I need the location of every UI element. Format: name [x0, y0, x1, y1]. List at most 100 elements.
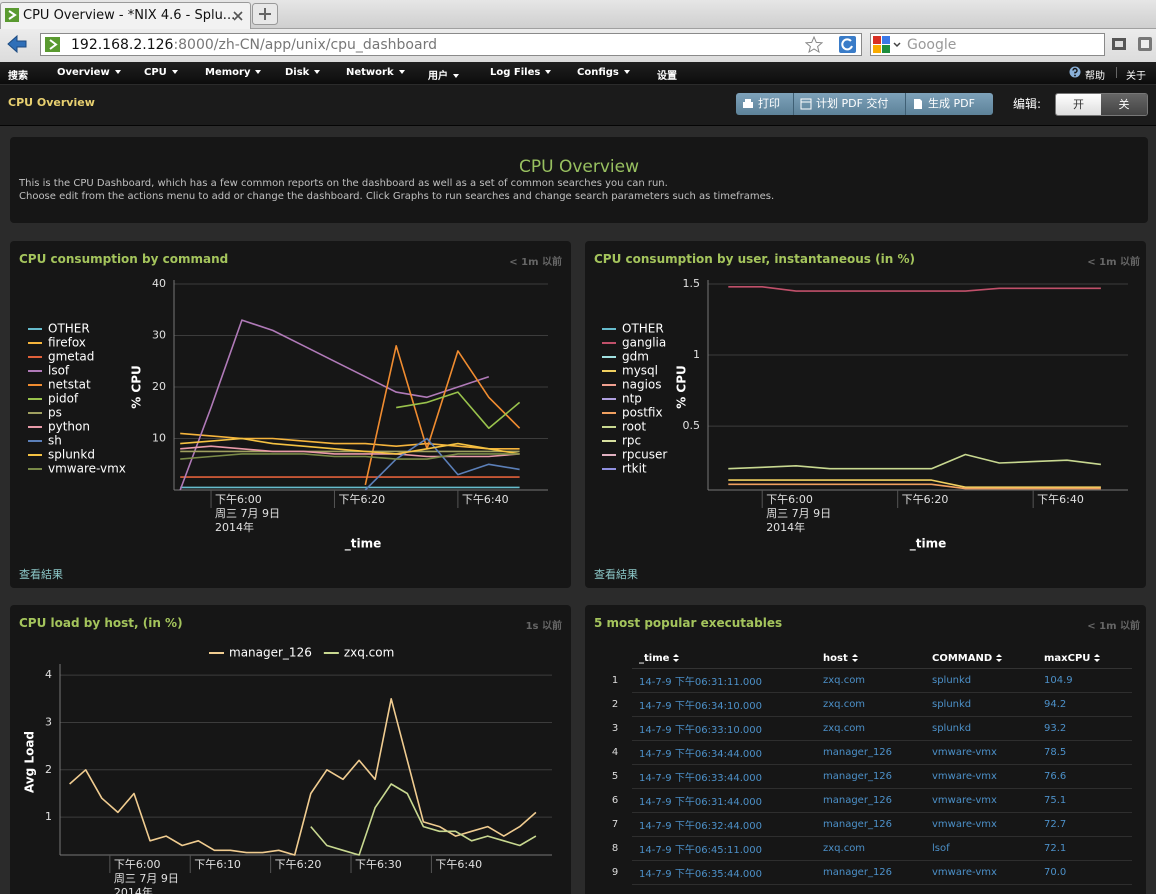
button-label: 计划 PDF 交付: [816, 97, 889, 110]
column-header[interactable]: maxCPU: [1037, 648, 1132, 669]
panel: CPU consumption by user, instantaneous (…: [585, 241, 1146, 588]
toggle-on[interactable]: 开: [1056, 94, 1101, 115]
table-cell: manager_126: [816, 812, 925, 837]
table-cell: zxq.com: [816, 716, 925, 741]
nav-item[interactable]: Overview: [57, 67, 121, 78]
column-label: maxCPU: [1044, 652, 1091, 664]
table-cell: 72.1: [1037, 836, 1132, 861]
address-bar[interactable]: 192.168.2.126 :8000/zh-CN/app/unix/cpu_d…: [40, 33, 862, 56]
doc-icon: [914, 99, 922, 109]
column-header[interactable]: _time: [632, 648, 816, 669]
table-cell: vmware-vmx: [925, 788, 1037, 813]
tab-close[interactable]: [233, 11, 243, 21]
table-cell: vmware-vmx: [925, 812, 1037, 837]
favicon: [5, 8, 19, 22]
dropdown-caret: [398, 70, 405, 74]
nav-item[interactable]: Memory: [205, 67, 262, 78]
intro-title: CPU Overview: [518, 157, 639, 177]
panel-title: CPU consumption by command: [19, 252, 229, 266]
nav-item[interactable]: Log Files: [490, 67, 552, 78]
about-link[interactable]: 关于: [1126, 71, 1146, 82]
column-label: COMMAND: [932, 652, 993, 664]
view-results-link[interactable]: 查看結果: [19, 568, 63, 581]
table-cell: 14-7-9 下午06:33:44.000: [632, 764, 816, 789]
panel-age: < 1m 以前: [509, 257, 562, 268]
app-nav: [0, 62, 1156, 84]
intro-text: Choose edit from the actions menu to add…: [19, 191, 775, 202]
table-cell: splunkd: [925, 692, 1037, 717]
tab[interactable]: CPU Overview - *NIX 4.6 - Splu...: [0, 2, 251, 29]
index-header: [598, 648, 632, 669]
nav-item[interactable]: Disk: [285, 67, 321, 78]
sort-icon: [1094, 653, 1101, 662]
table-cell: 94.2: [1037, 692, 1132, 717]
edit-label: 编辑:: [1013, 97, 1042, 111]
new-tab[interactable]: [252, 3, 278, 25]
table-row: 1 14-7-9 下午06:31:11.000 zxq.com splunkd 104.…: [598, 668, 1132, 693]
table-cell: 14-7-9 下午06:45:11.000: [632, 836, 816, 861]
bookmark-star[interactable]: [805, 36, 823, 53]
table-cell: 14-7-9 下午06:32:44.000: [632, 812, 816, 837]
table-cell: vmware-vmx: [925, 860, 1037, 885]
nav-item[interactable]: CPU: [144, 67, 178, 78]
table-cell: 78.5: [1037, 740, 1132, 765]
table-row: 7 14-7-9 下午06:32:44.000 manager_126 vmware-…: [598, 812, 1132, 837]
back-button[interactable]: [6, 34, 28, 54]
dropdown-caret: [314, 70, 321, 74]
sort-icon: [851, 653, 858, 662]
print-button[interactable]: 打印: [736, 93, 794, 115]
generate-pdf-button[interactable]: 生成 PDF: [906, 93, 993, 115]
dropdown-caret: [453, 74, 459, 78]
toggle-off[interactable]: 关: [1101, 94, 1147, 115]
table-cell: 70.0: [1037, 860, 1132, 885]
help-link[interactable]: 帮助: [1085, 71, 1105, 82]
table-cell: manager_126: [816, 788, 925, 813]
table-cell: zxq.com: [816, 668, 925, 693]
edit-toggle: 开 关: [1055, 93, 1148, 116]
schedule-pdf-button[interactable]: 计划 PDF 交付: [794, 93, 906, 115]
sort-icon: [996, 653, 1003, 662]
panel-title: CPU load by host, (in %): [19, 616, 183, 630]
view-results-link[interactable]: 查看結果: [594, 568, 638, 581]
dropdown-caret: [114, 70, 121, 74]
sort-icon: [673, 653, 680, 662]
table-row: 4 14-7-9 下午06:34:44.000 manager_126 vmware-…: [598, 740, 1132, 765]
nav-item[interactable]: Network: [346, 67, 405, 78]
panel-title: 5 most popular executables: [594, 616, 783, 630]
nav-item[interactable]: 搜索: [8, 71, 28, 82]
nav-item[interactable]: 设置: [657, 71, 677, 82]
row-index: 6: [611, 795, 619, 806]
toolbar-icons[interactable]: [1110, 35, 1154, 53]
column-label: _time: [639, 652, 670, 664]
row-index: 1: [611, 675, 619, 686]
reload[interactable]: [839, 36, 856, 53]
row-index: 7: [611, 819, 619, 830]
dropdown-caret: [545, 70, 552, 74]
table-cell: vmware-vmx: [925, 740, 1037, 765]
table-cell: zxq.com: [816, 692, 925, 717]
column-header[interactable]: host: [816, 648, 925, 669]
column-label: host: [823, 652, 848, 664]
help-icon[interactable]: [1069, 66, 1081, 78]
row-index: 8: [611, 843, 619, 854]
table-cell: 75.1: [1037, 788, 1132, 813]
search-box[interactable]: Google: [870, 33, 1105, 56]
table-header: _time host COMMAND maxCPU: [598, 648, 1132, 669]
table-cell: 14-7-9 下午06:31:44.000: [632, 788, 816, 813]
row-index: 2: [611, 699, 619, 710]
panel-title: CPU consumption by user, instantaneous (…: [594, 252, 915, 266]
site-icon: [45, 37, 60, 52]
table-row: 3 14-7-9 下午06:33:10.000 zxq.com splunkd 93.2: [598, 716, 1132, 741]
nav-item[interactable]: Configs: [577, 67, 630, 78]
nav-item[interactable]: 用户: [428, 67, 459, 82]
table-row: 2 14-7-9 下午06:34:10.000 zxq.com splunkd 94.2: [598, 692, 1132, 717]
search-engine-icon[interactable]: [873, 36, 903, 53]
table-cell: zxq.com: [816, 836, 925, 861]
table-cell: splunkd: [925, 716, 1037, 741]
dropdown-caret: [255, 70, 262, 74]
intro-text: This is the CPU Dashboard, which has a f…: [19, 178, 668, 189]
column-header[interactable]: COMMAND: [925, 648, 1037, 669]
search-placeholder: Google: [907, 37, 957, 53]
tab-title: CPU Overview - *NIX 4.6 - Splu...: [23, 8, 236, 23]
table-cell: 14-7-9 下午06:34:44.000: [632, 740, 816, 765]
